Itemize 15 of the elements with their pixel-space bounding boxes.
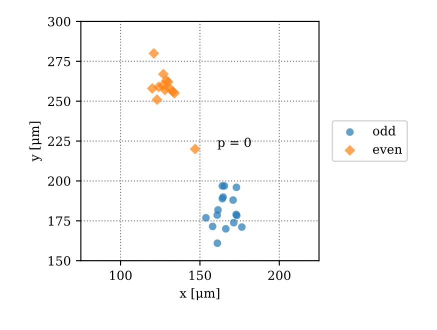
y-tick-label: 275 xyxy=(48,56,70,66)
x-tick-label: 200 xyxy=(268,270,290,280)
x-tick-label: 100 xyxy=(110,270,132,280)
y-tick-label: 200 xyxy=(48,176,70,186)
y-tick-label: 225 xyxy=(48,136,70,146)
y-tick-label: 150 xyxy=(48,256,70,266)
y-tick-label: 300 xyxy=(48,16,70,26)
legend-label: even xyxy=(373,147,402,154)
y-axis-title: y [μm] xyxy=(29,122,42,162)
x-axis-title: x [μm] xyxy=(180,288,220,300)
legend-label: odd xyxy=(373,126,396,136)
annotation: p = 0 xyxy=(218,138,251,150)
y-tick-label: 175 xyxy=(48,216,70,226)
y-tick-label: 250 xyxy=(48,96,70,106)
x-tick-label: 150 xyxy=(190,270,212,280)
